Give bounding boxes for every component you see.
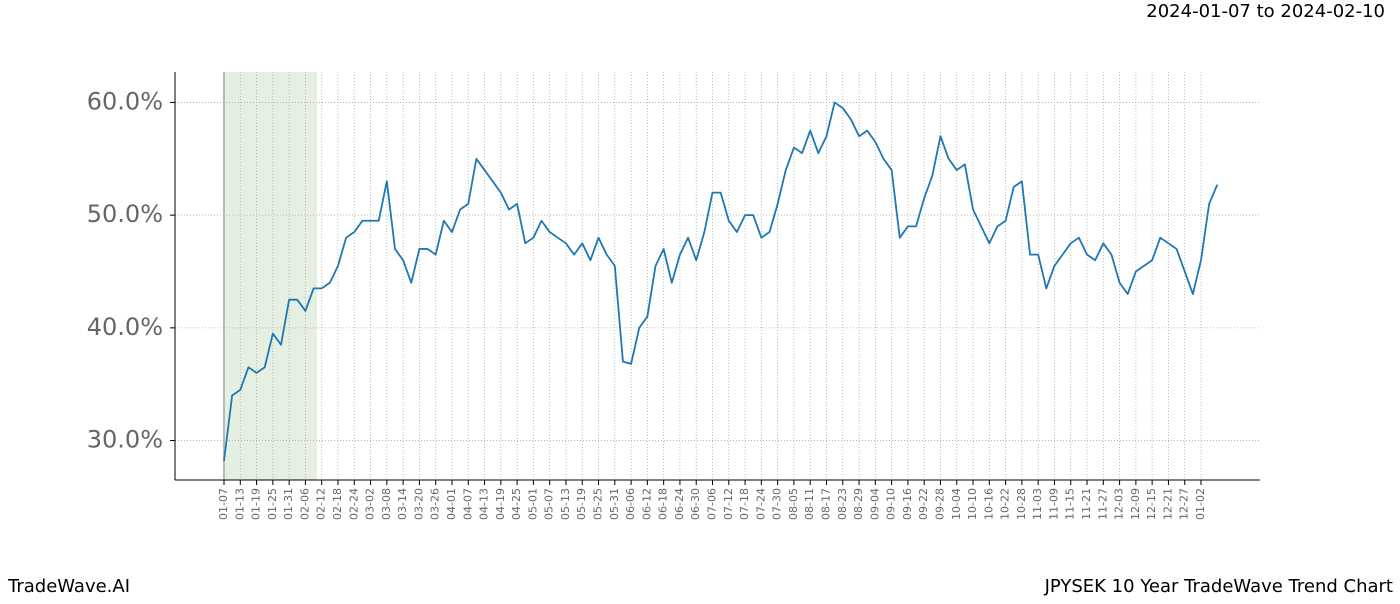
x-tick-label: 03-20	[412, 488, 425, 520]
x-tick-label: 02-18	[331, 488, 344, 520]
x-tick-label: 11-27	[1096, 488, 1109, 520]
x-tick-label: 09-10	[885, 488, 898, 520]
x-tick-label: 11-03	[1031, 488, 1044, 520]
x-tick-label: 07-06	[706, 488, 719, 520]
x-tick-label: 02-06	[298, 488, 311, 520]
x-tick-label: 07-12	[722, 488, 735, 520]
x-tick-label: 08-11	[803, 488, 816, 520]
x-tick-label: 12-03	[1113, 488, 1126, 520]
x-tick-label: 05-13	[559, 488, 572, 520]
x-tick-label: 05-19	[575, 488, 588, 520]
chart-subtitle: 2024-01-07 to 2024-02-10	[1146, 1, 1385, 22]
highlight-range	[224, 72, 317, 480]
x-tick-label: 05-25	[592, 488, 605, 520]
x-tick-label: 04-13	[478, 488, 491, 520]
x-tick-label: 09-16	[901, 488, 914, 520]
x-tick-label: 08-17	[819, 488, 832, 520]
x-tick-label: 01-02	[1194, 488, 1207, 520]
x-tick-label: 08-23	[836, 488, 849, 520]
x-tick-label: 01-25	[266, 488, 279, 520]
x-tick-label: 07-24	[754, 488, 767, 520]
x-tick-label: 02-24	[347, 488, 360, 520]
x-tick-label: 04-19	[494, 488, 507, 520]
x-tick-label: 12-15	[1145, 488, 1158, 520]
x-tick-label: 10-04	[950, 488, 963, 520]
x-tick-label: 11-21	[1080, 488, 1093, 520]
x-tick-label: 04-07	[461, 488, 474, 520]
y-tick-label: 40.0%	[87, 313, 163, 341]
brand: TradeWave.AI	[7, 576, 130, 597]
x-tick-label: 06-06	[624, 488, 637, 520]
x-tick-label: 12-21	[1161, 488, 1174, 520]
x-tick-label: 01-13	[233, 488, 246, 520]
x-tick-label: 01-07	[217, 488, 230, 520]
x-tick-label: 02-12	[315, 488, 328, 520]
x-tick-label: 05-01	[526, 488, 539, 520]
x-tick-label: 08-05	[787, 488, 800, 520]
x-tick-label: 04-01	[445, 488, 458, 520]
x-tick-label: 05-07	[543, 488, 556, 520]
x-tick-label: 06-18	[657, 488, 670, 520]
y-tick-label: 30.0%	[87, 426, 163, 454]
x-tick-label: 09-04	[868, 488, 881, 520]
x-tick-label: 07-30	[771, 488, 784, 520]
x-tick-label: 12-27	[1178, 488, 1191, 520]
x-tick-label: 06-24	[673, 488, 686, 520]
x-tick-label: 11-15	[1064, 488, 1077, 520]
x-tick-label: 03-26	[429, 488, 442, 520]
x-tick-label: 09-22	[917, 488, 930, 520]
x-tick-label: 07-18	[738, 488, 751, 520]
x-tick-label: 10-16	[982, 488, 995, 520]
x-tick-label: 03-14	[396, 488, 409, 520]
y-tick-label: 50.0%	[87, 200, 163, 228]
x-tick-label: 06-30	[689, 488, 702, 520]
x-tick-label: 12-09	[1129, 488, 1142, 520]
x-tick-label: 10-22	[999, 488, 1012, 520]
x-tick-label: 03-08	[380, 488, 393, 520]
x-tick-label: 08-29	[852, 488, 865, 520]
x-tick-label: 09-28	[933, 488, 946, 520]
x-tick-label: 01-31	[282, 488, 295, 520]
y-tick-label: 60.0%	[87, 87, 163, 115]
x-tick-label: 01-19	[250, 488, 263, 520]
series-line	[223, 101, 1219, 461]
x-tick-label: 11-09	[1047, 488, 1060, 520]
x-tick-label: 10-10	[966, 488, 979, 520]
x-tick-label: 04-25	[510, 488, 523, 520]
x-tick-label: 05-31	[608, 488, 621, 520]
x-tick-label: 06-12	[640, 488, 653, 520]
x-tick-label: 10-28	[1015, 488, 1028, 520]
chart-title: JPYSEK 10 Year TradeWave Trend Chart	[1044, 576, 1393, 597]
x-tick-label: 03-02	[364, 488, 377, 520]
